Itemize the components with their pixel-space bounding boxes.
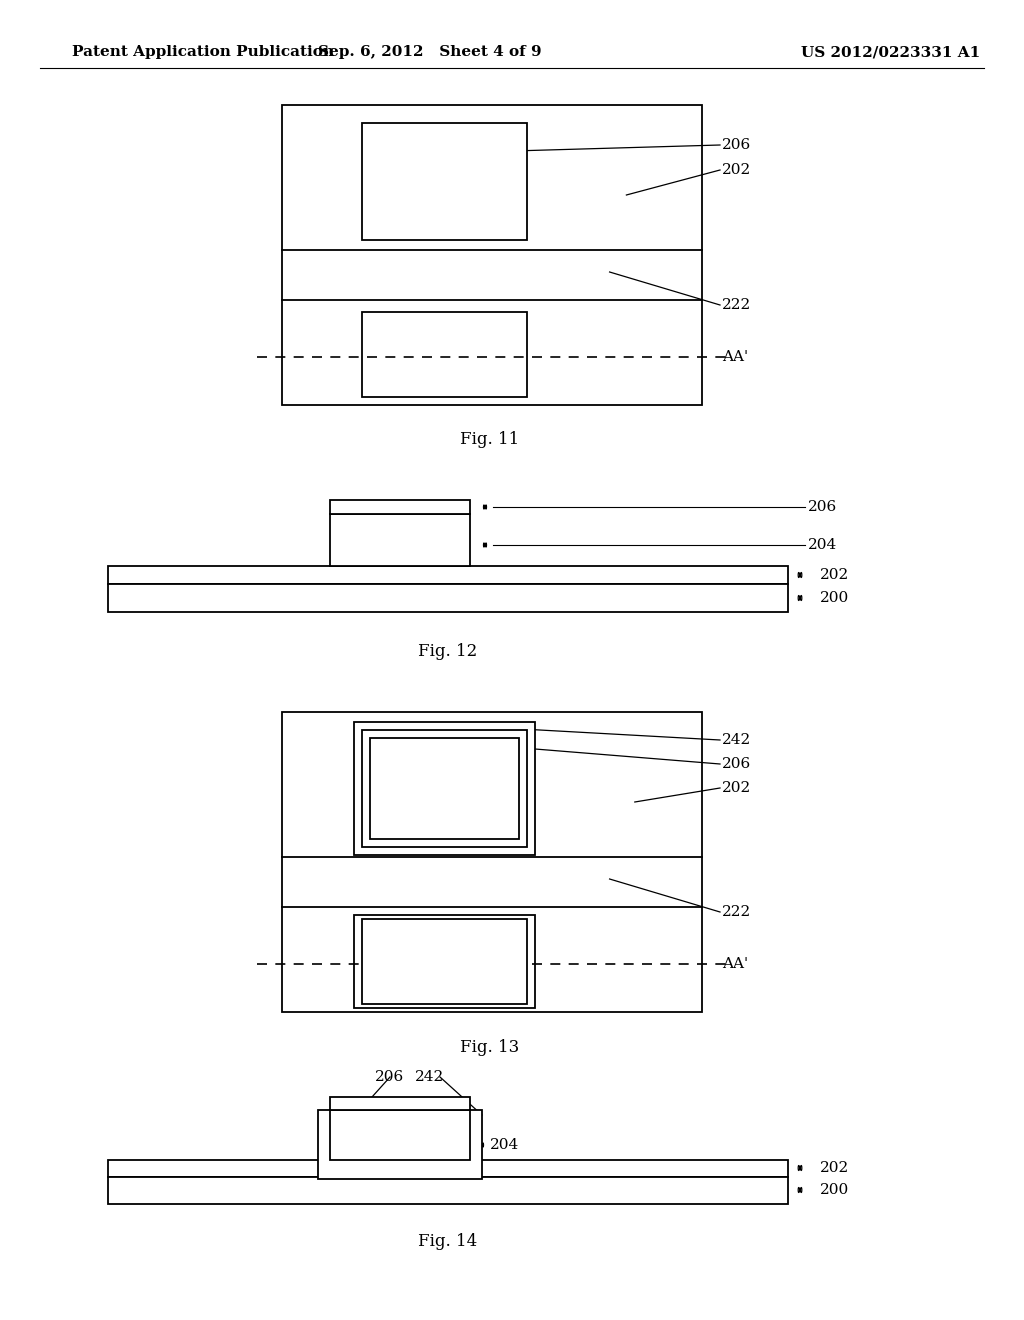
Text: 202: 202 [722,162,752,177]
Bar [318,1110,482,1179]
Bar [354,915,535,1008]
Bar [354,722,535,855]
Text: 206: 206 [722,139,752,152]
Text: Sep. 6, 2012   Sheet 4 of 9: Sep. 6, 2012 Sheet 4 of 9 [318,45,542,59]
Text: Fig. 13: Fig. 13 [461,1039,519,1056]
Text: Fig. 12: Fig. 12 [419,644,477,660]
Bar [330,1110,470,1160]
Text: 200: 200 [820,1183,849,1197]
Text: 206: 206 [375,1071,404,1084]
Bar [108,566,788,583]
Bar [108,1160,788,1177]
Text: Fig. 11: Fig. 11 [461,432,519,449]
Text: 206: 206 [808,500,838,513]
Text: 206: 206 [722,756,752,771]
Text: 202: 202 [820,1162,849,1175]
Bar [362,312,527,397]
Bar [282,711,702,1012]
Bar [330,1097,470,1110]
Text: 202: 202 [722,781,752,795]
Text: 204: 204 [808,539,838,552]
Bar [108,583,788,612]
Bar [330,513,470,566]
Bar [362,919,527,1005]
Text: 202: 202 [820,568,849,582]
Bar [108,1177,788,1204]
Text: AA': AA' [722,350,749,364]
Bar [370,738,519,840]
Text: 200: 200 [820,591,849,605]
Text: 204: 204 [490,1138,519,1152]
Bar [282,106,702,405]
Text: 242: 242 [415,1071,444,1084]
Text: 222: 222 [722,298,752,312]
Bar [330,500,470,513]
Text: 242: 242 [722,733,752,747]
Text: 222: 222 [722,906,752,919]
Text: US 2012/0223331 A1: US 2012/0223331 A1 [801,45,980,59]
Bar [362,730,527,847]
Text: Fig. 14: Fig. 14 [419,1233,477,1250]
Bar [362,123,527,240]
Text: AA': AA' [722,957,749,972]
Text: Patent Application Publication: Patent Application Publication [72,45,334,59]
